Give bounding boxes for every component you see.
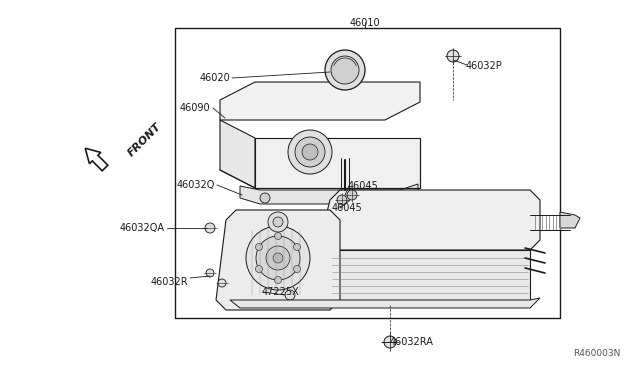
Circle shape (302, 144, 318, 160)
Circle shape (390, 191, 400, 201)
Circle shape (384, 336, 396, 348)
Text: 46032QA: 46032QA (120, 223, 165, 233)
Circle shape (273, 253, 283, 263)
Circle shape (255, 244, 262, 250)
Polygon shape (220, 120, 255, 188)
Circle shape (294, 244, 301, 250)
Circle shape (294, 266, 301, 273)
Text: 47225X: 47225X (262, 287, 300, 297)
Circle shape (347, 190, 357, 200)
Polygon shape (320, 190, 540, 250)
Polygon shape (85, 148, 108, 171)
Text: R460003N: R460003N (573, 349, 620, 358)
Circle shape (256, 236, 300, 280)
Circle shape (218, 279, 226, 287)
Polygon shape (240, 184, 418, 204)
Circle shape (206, 269, 214, 277)
Circle shape (268, 212, 288, 232)
Text: 46020: 46020 (199, 73, 230, 83)
Polygon shape (330, 250, 530, 300)
Text: FRONT: FRONT (126, 121, 163, 158)
Circle shape (205, 223, 215, 233)
Circle shape (288, 130, 332, 174)
Text: 46032RA: 46032RA (390, 337, 434, 347)
Polygon shape (560, 212, 580, 228)
Text: 46032P: 46032P (466, 61, 503, 71)
Polygon shape (320, 240, 330, 300)
Circle shape (255, 266, 262, 273)
Circle shape (325, 50, 365, 90)
Polygon shape (255, 138, 420, 188)
Text: 46045: 46045 (348, 181, 379, 191)
Circle shape (331, 56, 359, 84)
Text: 46090: 46090 (179, 103, 210, 113)
Bar (175, 28, 560, 318)
Circle shape (273, 217, 283, 227)
Text: 46032R: 46032R (150, 277, 188, 287)
Polygon shape (220, 82, 420, 120)
Circle shape (266, 246, 290, 270)
Polygon shape (216, 210, 340, 310)
Circle shape (447, 50, 459, 62)
Text: 46010: 46010 (349, 18, 380, 28)
Circle shape (260, 193, 270, 203)
Circle shape (246, 226, 310, 290)
Circle shape (295, 137, 325, 167)
Text: 46032Q: 46032Q (177, 180, 215, 190)
Circle shape (337, 195, 347, 205)
Circle shape (275, 232, 282, 240)
Text: 46045: 46045 (332, 203, 363, 213)
Polygon shape (230, 298, 540, 308)
Circle shape (285, 290, 295, 300)
Circle shape (275, 276, 282, 283)
